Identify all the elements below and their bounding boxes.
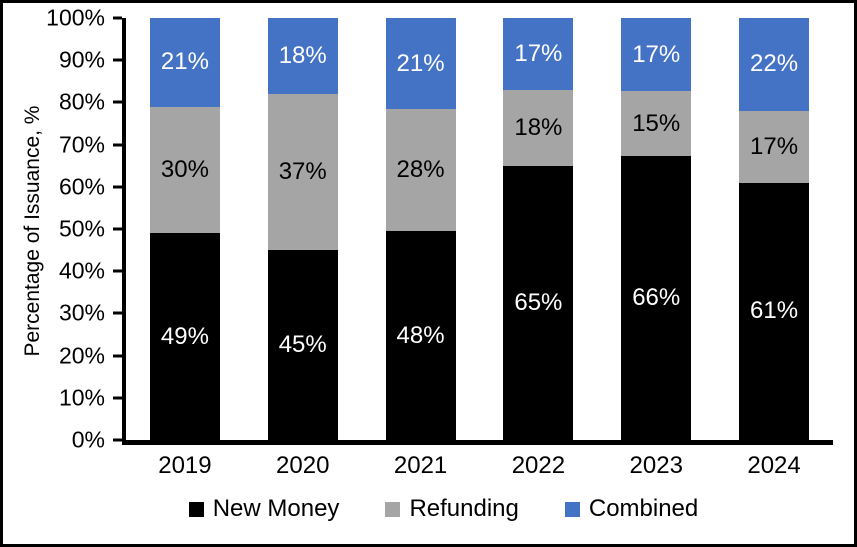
- bar-segment-label: 18%: [514, 113, 563, 141]
- bar-segment-label: 45%: [278, 331, 327, 359]
- stacked-bar: 61% 17% 22%: [739, 18, 810, 440]
- bar-segment-label: 28%: [396, 156, 445, 184]
- bar-segment: 28%: [385, 109, 456, 232]
- bar-segment: 48%: [385, 231, 456, 440]
- bar-segment-label: 65%: [514, 288, 563, 316]
- bar-segment-label: 17%: [750, 132, 799, 160]
- y-tick-label: 30%: [58, 299, 105, 326]
- bar-segment: 18%: [503, 89, 574, 166]
- y-tick-mark: [113, 143, 122, 147]
- bar-segment-label: 18%: [278, 42, 327, 69]
- y-tick-label: 50%: [58, 215, 105, 242]
- bar-segment-label: 48%: [396, 321, 445, 349]
- bar-segment: 45%: [267, 250, 338, 440]
- bar-segment: 49%: [149, 233, 220, 440]
- stacked-bar: 49% 30% 21%: [149, 18, 220, 440]
- bar-segment: 18%: [267, 18, 338, 94]
- bar-segment-label: 21%: [396, 49, 445, 77]
- bar-segment-label: 61%: [750, 297, 799, 325]
- legend: New Money Refunding Combined: [33, 495, 854, 523]
- x-axis-label: 2019: [158, 452, 212, 479]
- y-tick-mark: [113, 396, 122, 400]
- bar-slot: 65% 18% 17%: [479, 18, 597, 440]
- bar-slot: 48% 28% 21%: [362, 18, 480, 440]
- y-tick-label: 70%: [58, 131, 105, 158]
- y-tick-mark: [113, 311, 122, 315]
- legend-swatch: [564, 501, 580, 517]
- bar-segment: 30%: [149, 106, 220, 234]
- x-axis-label: 2020: [276, 452, 330, 479]
- y-tick-label: 0%: [71, 426, 105, 453]
- stacked-bar: 66% 15% 17%: [621, 18, 692, 440]
- y-tick-mark: [113, 100, 122, 104]
- legend-swatch: [385, 501, 401, 517]
- bar-slot: 49% 30% 21%: [126, 18, 244, 440]
- bar-segment-label: 21%: [160, 48, 209, 76]
- bar-segment-label: 15%: [632, 109, 681, 137]
- y-tick-mark: [113, 58, 122, 62]
- stacked-bar: 65% 18% 17%: [503, 18, 574, 440]
- bar-segment-label: 17%: [632, 40, 681, 68]
- bar-slot: 45% 37% 18%: [244, 18, 362, 440]
- y-tick-mark: [113, 227, 122, 231]
- bar-segment: 65%: [503, 165, 574, 440]
- y-tick-label: 40%: [58, 257, 105, 284]
- plot-area: 49% 30% 21% 45% 37% 18% 48% 28% 21% 65% 18% 17% 66% 1…: [122, 18, 833, 445]
- y-tick-mark: [113, 438, 122, 442]
- bar-segment: 61%: [739, 182, 810, 440]
- bar-segment: 17%: [503, 18, 574, 90]
- legend-item: Refunding: [385, 495, 519, 523]
- bar-segment: 22%: [739, 18, 810, 111]
- legend-swatch: [188, 501, 204, 517]
- bar-slot: 61% 17% 22%: [715, 18, 833, 440]
- y-tick-label: 60%: [58, 173, 105, 200]
- legend-item: New Money: [188, 495, 340, 523]
- bar-segment: 17%: [621, 18, 692, 92]
- legend-item: Combined: [564, 495, 699, 523]
- bar-segment: 37%: [267, 93, 338, 251]
- x-axis-labels: 2019 2020 2021 2022 2023 2024: [126, 452, 833, 480]
- bar-segment-label: 49%: [160, 322, 209, 350]
- y-tick-mark: [113, 269, 122, 273]
- y-tick-mark: [113, 16, 122, 20]
- stacked-bar: 45% 37% 18%: [267, 18, 338, 440]
- legend-label: New Money: [212, 495, 340, 522]
- bar-segment: 15%: [621, 91, 692, 156]
- y-tick-label: 80%: [58, 88, 105, 115]
- bar-segment-label: 30%: [160, 155, 209, 183]
- y-tick-mark: [113, 354, 122, 358]
- x-axis-label: 2021: [393, 452, 448, 479]
- bar-segment: 21%: [149, 18, 220, 107]
- bar-segment-label: 66%: [632, 283, 681, 311]
- y-tick-label: 10%: [58, 384, 105, 411]
- y-tick-mark: [113, 185, 122, 189]
- y-tick-label: 20%: [58, 342, 105, 369]
- x-axis-label: 2024: [747, 452, 801, 479]
- stacked-bar: 48% 28% 21%: [385, 18, 456, 440]
- x-axis-label: 2022: [511, 452, 566, 479]
- bar-segment: 21%: [385, 18, 456, 110]
- legend-label: Refunding: [409, 495, 519, 522]
- bar-segment-label: 37%: [278, 158, 327, 186]
- bar-segment-label: 17%: [514, 39, 563, 67]
- y-tick-label: 100%: [46, 4, 105, 31]
- x-axis-label: 2023: [629, 452, 683, 479]
- y-tick-label: 90%: [58, 46, 105, 73]
- bar-segment: 17%: [739, 110, 810, 183]
- legend-label: Combined: [588, 495, 699, 522]
- bar-segment-label: 22%: [750, 50, 799, 78]
- bar-segment: 66%: [621, 155, 692, 440]
- bar-slot: 66% 15% 17%: [597, 18, 715, 440]
